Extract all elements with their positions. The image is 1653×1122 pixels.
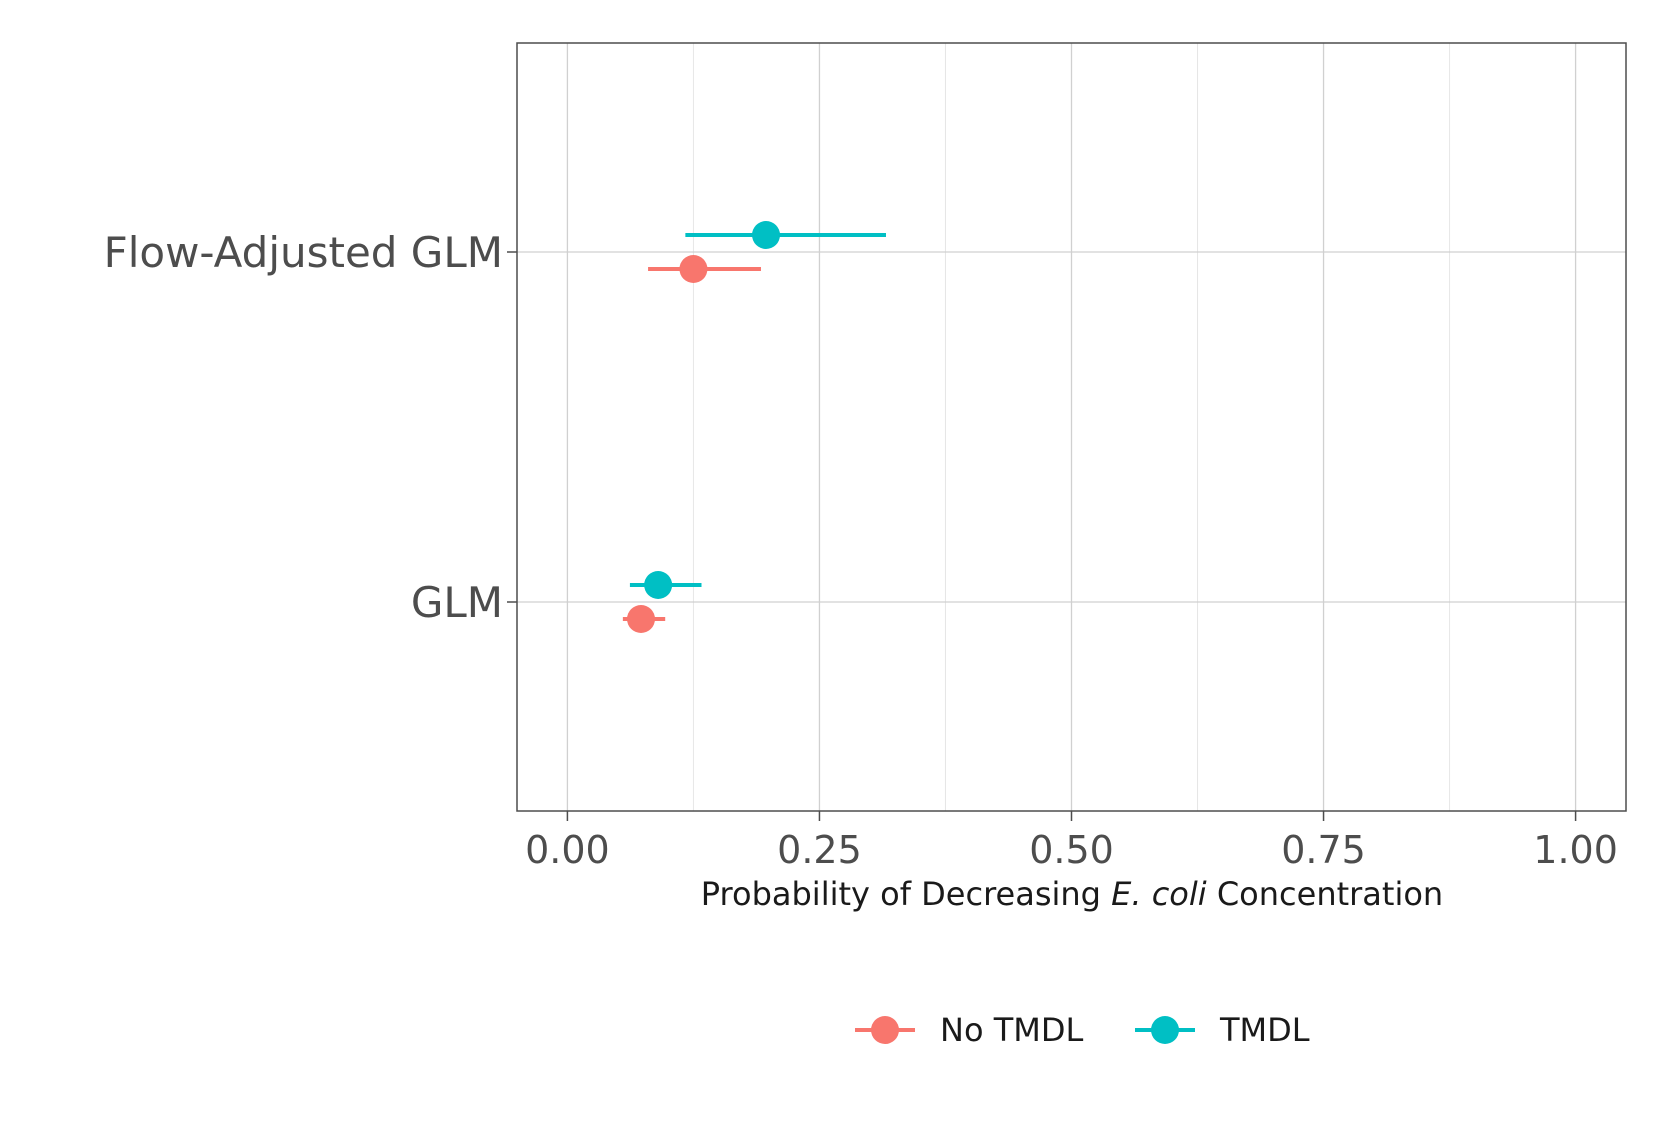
x-axis: 0.00 0.25 0.50 0.75 1.00 xyxy=(525,811,1618,872)
legend: No TMDL TMDL xyxy=(855,1011,1310,1049)
legend-label: TMDL xyxy=(1219,1011,1310,1049)
x-axis-title-part: Probability of Decreasing xyxy=(701,875,1111,913)
x-tick-label: 0.25 xyxy=(777,828,862,872)
x-axis-title: Probability of Decreasing E. coli Concen… xyxy=(701,875,1443,913)
y-axis: GLM Flow-Adjusted GLM xyxy=(104,228,517,627)
x-tick-label: 0.75 xyxy=(1281,828,1366,872)
legend-label: No TMDL xyxy=(940,1011,1083,1049)
legend-key-point xyxy=(871,1016,899,1044)
x-tick-label: 1.00 xyxy=(1533,828,1618,872)
legend-key-point xyxy=(1151,1016,1179,1044)
x-tick-label: 0.00 xyxy=(525,828,610,872)
data-marks xyxy=(622,221,886,633)
x-axis-title-part: E. coli xyxy=(1111,875,1207,913)
y-tick-label: Flow-Adjusted GLM xyxy=(104,228,503,277)
x-tick-label: 0.50 xyxy=(1029,828,1114,872)
data-point xyxy=(644,571,673,599)
y-tick-label: GLM xyxy=(411,578,503,627)
x-axis-title-part: Concentration xyxy=(1207,875,1444,913)
grid-lines xyxy=(517,43,1626,811)
data-point xyxy=(627,605,656,633)
data-point xyxy=(752,221,781,249)
data-point xyxy=(679,255,708,283)
